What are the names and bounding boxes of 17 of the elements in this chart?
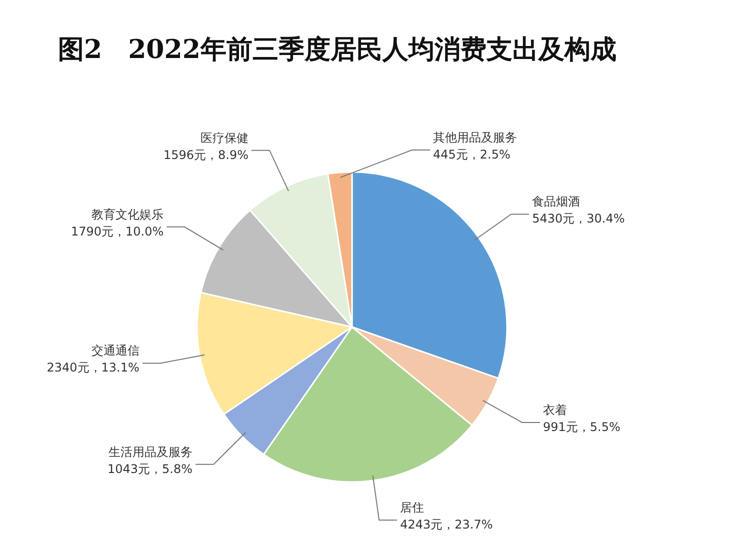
slice-label: 食品烟酒 [532,194,580,209]
slice-label: 生活用品及服务 [108,444,193,459]
data-label: 445元，2.5% [433,148,510,162]
data-label: 1043元，5.8% [108,462,193,476]
data-label: 2340元，13.1% [46,360,140,375]
data-label: 991元，5.5% [543,420,620,434]
slice-label: 衣着 [543,402,568,417]
slice-label: 居住 [400,500,424,515]
data-label: 1790元，10.0% [70,224,164,238]
slice-label: 教育文化娱乐 [92,207,164,222]
data-label: 4243元，23.7% [400,518,493,532]
data-label: 1596元，8.9% [163,148,248,162]
slice-label: 交通通信 [91,344,140,358]
slice-label: 其他用品及服务 [433,130,517,144]
data-label: 5430元，30.4% [532,212,625,226]
chart-title: 图2 2022年前三季度居民人均消费支出及构成 [58,35,616,65]
slice-label: 医疗保健 [200,130,248,145]
